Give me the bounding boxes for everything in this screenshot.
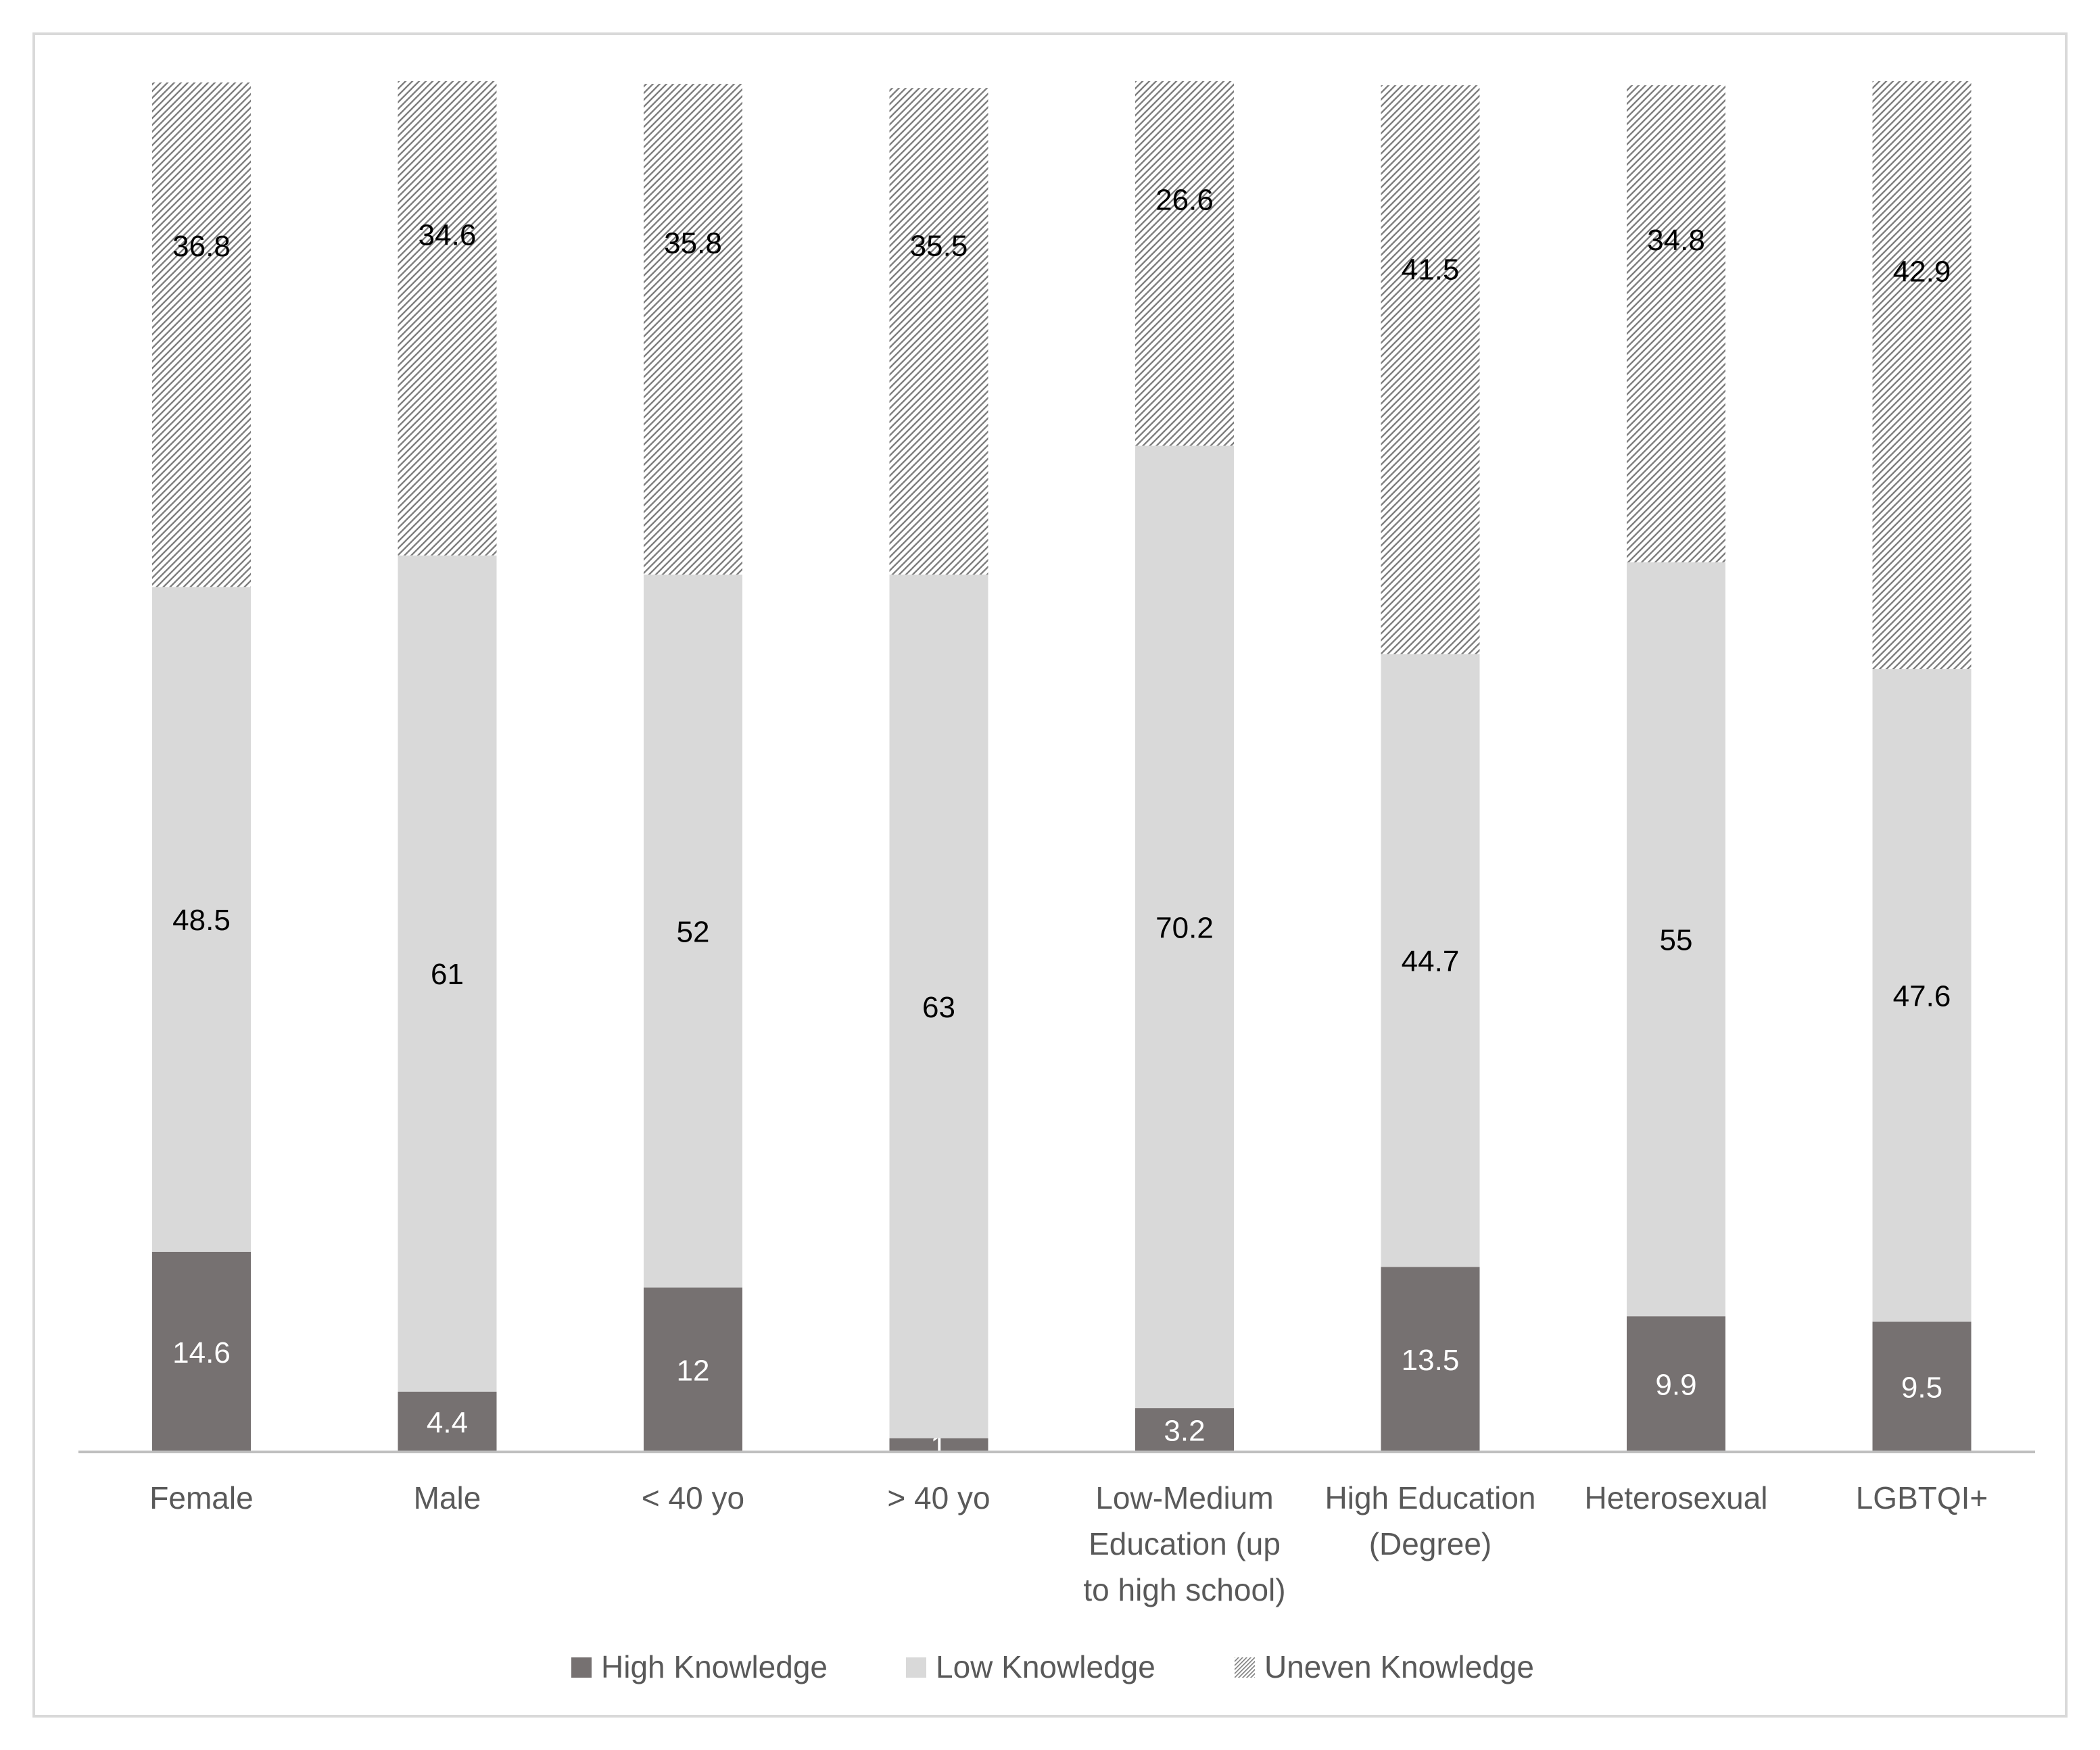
bar-segment-low-knowledge bbox=[1627, 562, 1725, 1317]
bar-segment-high-knowledge bbox=[1872, 1321, 1972, 1452]
x-tick-label: < 40 yo bbox=[642, 1480, 744, 1515]
data-label: 36.8 bbox=[172, 230, 231, 263]
data-label: 52 bbox=[677, 915, 710, 948]
bar-segment-high-knowledge bbox=[398, 1391, 497, 1452]
data-label: 63 bbox=[922, 991, 955, 1024]
data-label: 14.6 bbox=[172, 1336, 231, 1369]
bar-segment-high-knowledge bbox=[889, 1438, 988, 1452]
data-label: 34.6 bbox=[419, 219, 477, 252]
x-tick-label: > 40 yo bbox=[887, 1480, 990, 1515]
data-label: 35.8 bbox=[664, 226, 722, 260]
bar-segment-high-knowledge bbox=[1627, 1316, 1725, 1452]
chart-frame bbox=[32, 32, 2068, 1718]
bar-segment-uneven-knowledge bbox=[152, 82, 251, 587]
bar-segment-uneven-knowledge bbox=[1627, 85, 1725, 562]
x-tick-label: Male bbox=[414, 1480, 481, 1515]
bar-segment-uneven-knowledge bbox=[398, 81, 497, 556]
data-label: 9.9 bbox=[1655, 1369, 1696, 1402]
data-label: 55 bbox=[1660, 924, 1693, 957]
data-label: 26.6 bbox=[1155, 184, 1214, 217]
data-label: 3.2 bbox=[1164, 1415, 1205, 1448]
bar-segment-uneven-knowledge bbox=[1872, 81, 1972, 670]
legend-swatch bbox=[1235, 1657, 1255, 1678]
data-label: 4.4 bbox=[427, 1406, 468, 1439]
legend-label: High Knowledge bbox=[601, 1649, 828, 1684]
x-tick-label: Female bbox=[149, 1480, 253, 1515]
bar-segment-low-knowledge bbox=[152, 587, 251, 1252]
data-label: 48.5 bbox=[172, 904, 231, 937]
data-label: 70.2 bbox=[1155, 911, 1214, 944]
bar-segment-uneven-knowledge bbox=[1135, 81, 1234, 446]
bar-segment-uneven-knowledge bbox=[889, 88, 988, 575]
data-label: 41.5 bbox=[1402, 253, 1460, 286]
bar-segment-low-knowledge bbox=[1135, 445, 1234, 1409]
legend-label: Uneven Knowledge bbox=[1264, 1649, 1534, 1684]
x-tick-label: LGBTQI+ bbox=[1856, 1480, 1988, 1515]
x-tick-label: Low-Medium Education (up to high school) bbox=[1083, 1480, 1285, 1607]
legend: High Knowledge Low Knowledge Uneven Knowle… bbox=[571, 1649, 1534, 1684]
data-label: 47.6 bbox=[1893, 980, 1951, 1013]
bar-segment-high-knowledge bbox=[644, 1287, 742, 1452]
data-label: 34.8 bbox=[1647, 224, 1705, 257]
legend-label: Low Knowledge bbox=[936, 1649, 1155, 1684]
bar-segment-low-knowledge bbox=[1381, 654, 1480, 1267]
legend-swatch bbox=[571, 1657, 592, 1678]
data-label: 12 bbox=[677, 1354, 710, 1387]
x-tick-label: High Education (Degree) bbox=[1325, 1480, 1536, 1561]
bar-segment-low-knowledge bbox=[1872, 669, 1972, 1322]
data-label: 35.5 bbox=[910, 230, 968, 263]
bar-segment-high-knowledge bbox=[152, 1251, 251, 1452]
x-tick-label: Heterosexual bbox=[1584, 1480, 1767, 1515]
bar-segment-low-knowledge bbox=[644, 575, 742, 1288]
legend-swatch bbox=[906, 1657, 926, 1678]
bar-segment-high-knowledge bbox=[1135, 1408, 1234, 1452]
data-label: 61 bbox=[431, 958, 464, 991]
data-label: 13.5 bbox=[1402, 1344, 1460, 1377]
bar-segment-high-knowledge bbox=[1381, 1267, 1480, 1452]
data-label: 9.5 bbox=[1901, 1371, 1942, 1405]
bar-segment-uneven-knowledge bbox=[1381, 85, 1480, 654]
data-label: 44.7 bbox=[1402, 945, 1460, 978]
data-label: 42.9 bbox=[1893, 255, 1951, 288]
bar-segment-low-knowledge bbox=[889, 575, 988, 1438]
bar-segment-uneven-knowledge bbox=[644, 84, 742, 575]
bar-segment-low-knowledge bbox=[398, 555, 497, 1392]
plot-area: 14.6 48.5 36.8 Female 4.4 61 34.6 Male 12 52 35.8 <… bbox=[78, 81, 2035, 1607]
